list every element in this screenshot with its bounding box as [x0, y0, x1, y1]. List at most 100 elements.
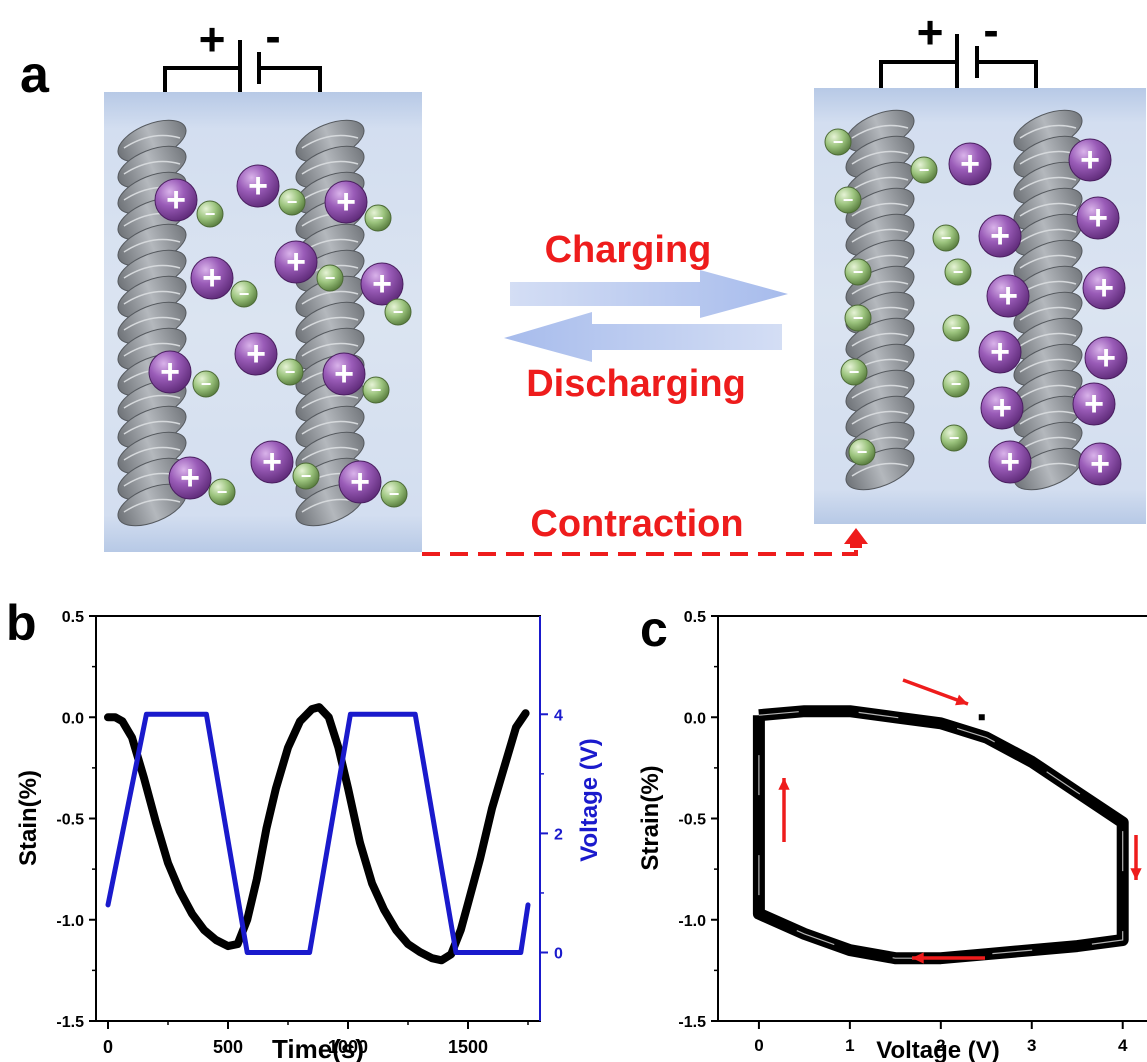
cation-icon: +	[338, 460, 382, 504]
y-tick-label: 0.5	[684, 609, 706, 626]
anion-sign: −	[849, 362, 860, 382]
anion-sign: −	[951, 374, 962, 394]
battery-minus-right: -	[983, 4, 998, 56]
cation-sign: +	[992, 389, 1012, 427]
cation-sign: +	[336, 183, 356, 221]
cation-sphere	[978, 214, 1022, 258]
anion-sphere	[942, 314, 970, 342]
chart-c-ticks: 0 1 2 3 4 0.5 0.0 -0.5 -1.0 -1.5	[678, 609, 1128, 1055]
fiber-highlight	[301, 134, 359, 149]
panel-b: b 0 500 1000 1500 0.5 0.0 -0.5 -1.0 -1.5 0 2 4 Time…	[6, 595, 603, 1062]
anion-sphere	[230, 280, 258, 308]
cation-sign: +	[1080, 141, 1100, 179]
battery-plus-right: +	[917, 6, 944, 58]
cation-sign: +	[160, 353, 180, 391]
chart-b-y2label: Voltage (V)	[576, 738, 603, 862]
fiber-highlight	[123, 498, 181, 513]
loop-trace-highlight	[758, 710, 1124, 959]
voltage-series-line	[105, 711, 531, 955]
cation-sphere	[168, 456, 212, 500]
fiber-highlight	[851, 150, 909, 165]
anion-icon: −	[932, 224, 960, 252]
anion-sign: −	[949, 428, 960, 448]
y-tick-label: 0.5	[62, 609, 84, 626]
cation-sign: +	[334, 355, 354, 393]
chart-b-ylabel: Stain(%)	[15, 770, 42, 866]
anion-sign: −	[833, 132, 844, 152]
anion-sphere	[276, 358, 304, 386]
chart-b-frame	[95, 615, 541, 1022]
fiber-highlight	[851, 176, 909, 191]
anion-sign: −	[843, 190, 854, 210]
x-tick-label: 1	[845, 1036, 854, 1055]
panel-a-label: a	[20, 46, 50, 104]
cation-icon: +	[1078, 442, 1122, 486]
cation-sphere	[324, 180, 368, 224]
anion-sphere	[208, 478, 236, 506]
anion-icon: −	[844, 304, 872, 332]
ions-discharged: + −+ − + −+ −+ − +−+ −+ − + −+ −+ − + −	[148, 164, 412, 508]
cation-icon: +	[168, 456, 212, 500]
x-tick-label: 1000	[328, 1037, 368, 1057]
anion-icon: −	[380, 480, 408, 508]
cation-sphere	[988, 440, 1032, 484]
cation-sphere	[1072, 382, 1116, 426]
anion-sphere	[384, 298, 412, 326]
fiber-right-2	[1013, 109, 1083, 491]
fiber-highlight	[123, 160, 181, 175]
cation-icon: +	[190, 256, 234, 300]
cation-sphere	[154, 178, 198, 222]
cation-sphere	[980, 386, 1024, 430]
cation-sign: +	[1088, 199, 1108, 237]
direction-arrow-icon	[778, 778, 790, 842]
fiber-electrodes-charged	[845, 109, 1083, 491]
y-tick-label: -1.5	[56, 1014, 84, 1031]
x-tick-label: 2	[936, 1036, 945, 1055]
anion-sphere	[942, 370, 970, 398]
anion-icon: −	[192, 370, 220, 398]
battery-minus-left: -	[265, 10, 280, 62]
panel-b-label: b	[6, 595, 37, 651]
battery-symbol-right	[879, 34, 1038, 90]
cation-sign: +	[350, 463, 370, 501]
chart-c-xlabel: Voltage (V)	[876, 1037, 1000, 1062]
anion-sphere	[844, 258, 872, 286]
cation-sign: +	[180, 459, 200, 497]
anion-sphere	[364, 204, 392, 232]
cation-sign: +	[262, 443, 282, 481]
fiber-highlight	[1019, 306, 1077, 321]
contraction-dashed-line	[422, 540, 858, 556]
anion-sphere	[362, 376, 390, 404]
arrow-head	[955, 694, 968, 706]
anion-sphere	[848, 438, 876, 466]
y-tick-label: 0.0	[684, 710, 706, 727]
anion-icon: −	[844, 258, 872, 286]
contraction-arrowhead	[844, 528, 868, 548]
anion-sphere	[840, 358, 868, 386]
cation-sphere	[986, 274, 1030, 318]
anion-sphere	[834, 186, 862, 214]
cation-icon: +	[154, 178, 198, 222]
fiber-highlight	[123, 420, 181, 435]
anion-icon: −	[824, 128, 852, 156]
anion-sign: −	[857, 442, 868, 462]
cation-icon: +	[1084, 336, 1128, 380]
fiber-highlight	[301, 420, 359, 435]
y2-tick-label: 2	[554, 826, 563, 843]
ions-charged: −− + +−− + +− −+ +− −+ +−−+ +−−+ +	[824, 128, 1128, 486]
cation-sphere	[1084, 336, 1128, 380]
chart-b-xlabel: Time(s)	[272, 1034, 364, 1062]
chart-b-series	[104, 703, 531, 965]
cation-sign: +	[998, 277, 1018, 315]
cation-icon: +	[236, 164, 280, 208]
cation-sign: +	[248, 167, 268, 205]
anion-icon: −	[910, 156, 938, 184]
cation-icon: +	[988, 440, 1032, 484]
y-tick-label: -1.0	[678, 913, 706, 930]
anion-sphere	[196, 200, 224, 228]
fiber-highlight	[851, 332, 909, 347]
cation-sign: +	[1094, 269, 1114, 307]
anion-sphere	[316, 264, 344, 292]
cation-sign: +	[1000, 443, 1020, 481]
